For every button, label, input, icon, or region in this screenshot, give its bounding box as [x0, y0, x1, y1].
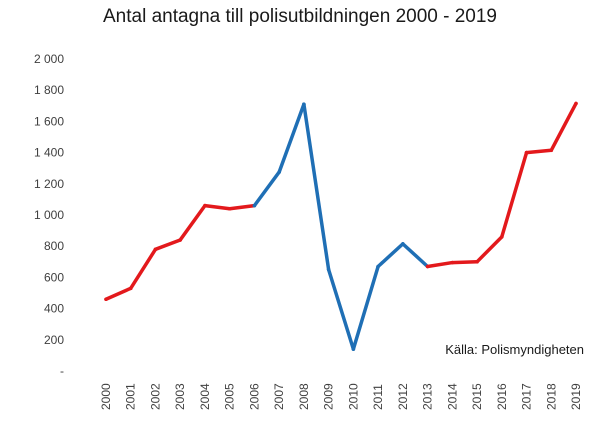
x-tick-label: 2000	[99, 383, 113, 410]
data-point	[277, 170, 281, 174]
x-tick-label: 2008	[297, 383, 311, 410]
y-tick-label: 2 000	[34, 52, 64, 66]
y-tick-label: 600	[44, 270, 64, 284]
data-point	[203, 203, 207, 208]
data-point	[401, 242, 405, 246]
y-tick-label: 800	[44, 239, 64, 253]
y-tick-label: 400	[44, 302, 64, 316]
data-point	[475, 260, 479, 264]
line-segment	[203, 203, 232, 211]
data-point	[524, 150, 529, 155]
data-point	[425, 264, 430, 269]
x-tick-label: 2007	[272, 383, 286, 410]
x-tick-label: 2017	[520, 383, 534, 410]
y-tick-label: 1 800	[34, 83, 64, 97]
x-tick-label: 2001	[124, 383, 138, 410]
x-tick-label: 2009	[322, 383, 336, 410]
y-tick-label: 1 200	[34, 177, 64, 191]
data-point	[128, 286, 133, 291]
x-tick-label: 2011	[371, 384, 385, 410]
line-segment	[277, 102, 306, 174]
data-point	[574, 101, 578, 106]
x-tick-label: 2002	[148, 383, 162, 410]
data-point	[178, 238, 182, 242]
y-tick-label: 200	[44, 333, 64, 347]
line-segment	[302, 102, 331, 272]
x-tick-label: 2012	[396, 383, 410, 410]
line-segment	[227, 203, 257, 211]
data-point	[376, 264, 380, 269]
data-point	[153, 247, 158, 252]
y-axis: - 200 400 600 800 1 000 1 200 1 400 1 600 1 800 2 …	[34, 52, 64, 378]
y-tick-label: 1 000	[34, 208, 64, 222]
data-point	[302, 102, 306, 106]
data-point	[549, 148, 554, 153]
x-tick-label: 2005	[223, 383, 237, 410]
x-tick-label: 2015	[470, 383, 484, 410]
x-tick-label: 2004	[198, 383, 212, 410]
y-tick-label: 1 400	[34, 146, 64, 160]
x-tick-label: 2006	[247, 383, 261, 410]
data-point	[500, 235, 504, 239]
x-tick-label: 2010	[346, 383, 360, 410]
data-point	[104, 297, 108, 301]
data-point	[450, 260, 455, 265]
x-tick-label: 2003	[173, 383, 187, 410]
line-segment	[549, 101, 578, 153]
data-point	[326, 267, 331, 272]
x-tick-label: 2019	[569, 383, 583, 410]
line-segment	[104, 286, 133, 301]
x-tick-label: 2014	[445, 383, 459, 410]
y-tick-label: -	[60, 364, 64, 378]
line-segment	[425, 260, 455, 269]
line-segment	[524, 148, 554, 155]
line-segment	[128, 247, 158, 291]
line-segment	[178, 203, 207, 242]
x-tick-label: 2016	[495, 383, 509, 410]
data-point	[252, 203, 257, 208]
data-point	[227, 207, 232, 211]
series-line	[104, 101, 578, 351]
line-segment	[500, 150, 529, 239]
line-segment	[475, 235, 504, 264]
line-segment	[153, 238, 182, 252]
y-tick-label: 1 600	[34, 114, 64, 128]
source-note: Källa: Polismyndigheten	[445, 342, 584, 357]
line-segment	[326, 267, 356, 351]
x-tick-label: 2018	[544, 383, 558, 410]
line-segment	[450, 260, 479, 265]
chart-title: Antal antagna till polisutbildningen 200…	[102, 6, 498, 27]
line-segment	[252, 170, 281, 208]
line-segment	[351, 264, 380, 351]
line-segment	[401, 242, 430, 269]
data-point	[351, 347, 356, 351]
x-axis: 2000 2001 2002 2003 2004 2005 2006 2007 2008 2009…	[99, 383, 583, 410]
x-tick-label: 2013	[421, 383, 435, 410]
line-segment	[376, 242, 405, 269]
